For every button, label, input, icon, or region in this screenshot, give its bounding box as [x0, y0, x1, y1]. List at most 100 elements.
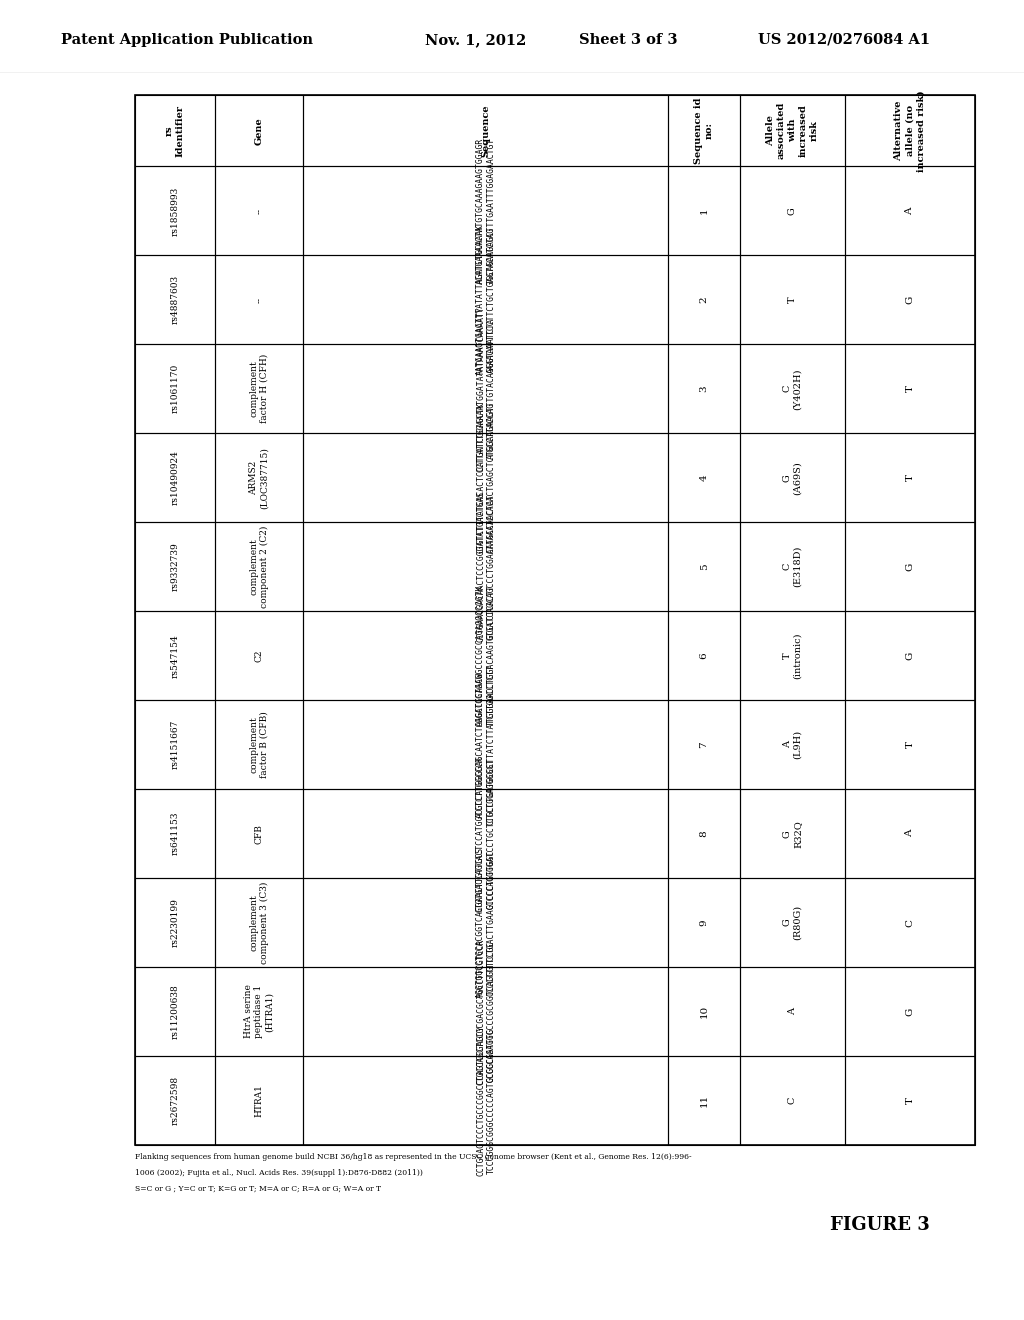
Bar: [845, 789, 975, 878]
Text: CFB: CFB: [254, 824, 263, 843]
Bar: [669, 968, 739, 1056]
Bar: [845, 255, 975, 345]
Text: T: T: [905, 1097, 914, 1104]
Text: rs4151667: rs4151667: [170, 719, 179, 770]
Bar: [215, 255, 303, 345]
Bar: [845, 345, 975, 433]
Bar: [215, 345, 303, 433]
Bar: [135, 1056, 215, 1144]
Text: Nov. 1, 2012: Nov. 1, 2012: [425, 33, 526, 48]
Text: complement
factor B (CFB): complement factor B (CFB): [249, 711, 268, 777]
Text: ARMS2
(LOC387715): ARMS2 (LOC387715): [249, 447, 268, 508]
Text: C
(E318D): C (E318D): [782, 546, 802, 587]
Text: G
(R80G): G (R80G): [782, 906, 802, 940]
Text: CTGTCTTTATCACACTCCATGATCCCAGCTK
CTAAAATCCACACTGAGCTCTGCCTTACCAG: CTGTCTTTATCACACTCCATGATCCCAGCTK CTAAAATC…: [476, 403, 496, 553]
Text: ACATGAAAACTATGTGCAAAGAAGTGGAGR
TGCAGAAGAGCTTTGAATTTGGAGAACTGT: ACATGAAAACTATGTGCAAAGAAGTGGAGR TGCAGAAGA…: [476, 137, 496, 284]
Bar: [669, 433, 739, 523]
Bar: [845, 95, 975, 166]
Text: rs2230199: rs2230199: [170, 898, 179, 946]
Text: Patent Application Publication: Patent Application Publication: [61, 33, 313, 48]
Bar: [669, 95, 739, 166]
Text: Gene: Gene: [254, 117, 263, 145]
Text: US 2012/0276084 A1: US 2012/0276084 A1: [758, 33, 930, 48]
Text: G
R32Q: G R32Q: [782, 820, 802, 847]
Text: 1: 1: [699, 207, 709, 214]
Text: G: G: [787, 207, 797, 215]
Text: rs1061170: rs1061170: [170, 364, 179, 413]
Bar: [135, 611, 215, 700]
Text: C
(Y402H): C (Y402H): [782, 368, 802, 409]
Text: AATCAAGTGACTTTATATTAGATCTGCAAAK
AAAACATTTCCTTCTGCTGAGTACATCTAG: AATCAAGTGACTTTATATTAGATCTGCAAAK AAAACATT…: [476, 224, 496, 375]
Text: S=C or G ; Y=C or T; K=G or T; M=A or C; R=A or G; W=A or T: S=C or G ; Y=C or T; K=G or T; M=A or C;…: [135, 1185, 381, 1193]
Text: rs11200638: rs11200638: [170, 985, 179, 1039]
Bar: [669, 255, 739, 345]
Bar: [215, 700, 303, 789]
Text: --: --: [254, 297, 263, 302]
Bar: [135, 95, 215, 166]
Text: Flanking sequences from human genome build NCBI 36/hg18 as represented in the UC: Flanking sequences from human genome bui…: [135, 1152, 691, 1162]
Bar: [215, 166, 303, 255]
Text: rs4887603: rs4887603: [170, 276, 179, 325]
Bar: [215, 878, 303, 968]
Text: T: T: [905, 474, 914, 482]
Bar: [215, 1056, 303, 1144]
Bar: [739, 166, 845, 255]
Text: 3: 3: [699, 385, 709, 392]
Text: rs2672598: rs2672598: [170, 1076, 179, 1125]
Text: rs547154: rs547154: [170, 634, 179, 677]
Text: AGGATGGTGAGGCCCGCCAGAGGCCCGTK
TTGGGAACCTGGACAAGTGCCCCTCACTT: AGGATGGTGAGGCCCGCCAGAGGCCCGTK TTGGGAACCT…: [476, 585, 496, 726]
Bar: [739, 789, 845, 878]
Bar: [303, 700, 669, 789]
Text: 8: 8: [699, 830, 709, 837]
Bar: [303, 95, 669, 166]
Text: HtrA serine
peptidase 1
(HTRA1): HtrA serine peptidase 1 (HTRA1): [244, 985, 273, 1039]
Text: complement
component 3 (C3): complement component 3 (C3): [249, 882, 268, 964]
Text: T: T: [905, 385, 914, 392]
Bar: [303, 166, 669, 255]
Text: G: G: [905, 296, 914, 304]
Text: G: G: [905, 562, 914, 572]
Bar: [669, 700, 739, 789]
Text: Allele
associated
with
increased
risk: Allele associated with increased risk: [766, 102, 819, 160]
Bar: [135, 433, 215, 523]
Text: T: T: [905, 741, 914, 748]
Text: CCTGCAGTCCCTGCCCGGCCCAGTCCGAGCY
TCCCGGGCGGGCCCCCAGTCCGGCGATTTG: CCTGCAGTCCCTGCCCGGCCCAGTCCGAGCY TCCCGGGC…: [476, 1024, 496, 1176]
Bar: [739, 255, 845, 345]
Bar: [669, 166, 739, 255]
Bar: [669, 789, 739, 878]
Bar: [739, 1056, 845, 1144]
Text: rs10490924: rs10490924: [170, 450, 179, 506]
Bar: [215, 95, 303, 166]
Text: GTGTGACCAGCACTCCATGGTCTCTTGGCCCR
GCCCCAGGGGATCCTGCTCTCTGGAGGGGGT: GTGTGACCAGCACTCCATGGTCTCTTGGCCCR GCCCCAG…: [476, 755, 496, 912]
Bar: [739, 878, 845, 968]
Text: FIGURE 3: FIGURE 3: [830, 1216, 930, 1234]
Bar: [303, 345, 669, 433]
Text: complement
factor H (CFH): complement factor H (CFH): [249, 354, 268, 424]
Bar: [669, 523, 739, 611]
Text: 10: 10: [699, 1005, 709, 1018]
Text: rs641153: rs641153: [170, 812, 179, 855]
Bar: [135, 523, 215, 611]
Text: T: T: [787, 297, 797, 304]
Bar: [845, 878, 975, 968]
Bar: [135, 789, 215, 878]
Text: Sequence id
no:: Sequence id no:: [694, 98, 714, 164]
Text: G: G: [905, 652, 914, 660]
Bar: [303, 968, 669, 1056]
Bar: [303, 611, 669, 700]
Bar: [845, 1056, 975, 1144]
Bar: [845, 433, 975, 523]
Text: CCTTATTTGGAAAATGGATATATAAATCAAAATY
ATGGAAGAAGTTTGTACAGGGTAAATCTA: CCTTATTTGGAAAATGGATATATAAATCAAAATY ATGGA…: [476, 306, 496, 471]
Bar: [739, 611, 845, 700]
Bar: [845, 968, 975, 1056]
Bar: [135, 968, 215, 1056]
Bar: [303, 433, 669, 523]
Bar: [303, 255, 669, 345]
Bar: [135, 95, 975, 1144]
Text: Sheet 3 of 3: Sheet 3 of 3: [579, 33, 677, 48]
Bar: [739, 95, 845, 166]
Bar: [135, 166, 215, 255]
Bar: [739, 700, 845, 789]
Bar: [135, 700, 215, 789]
Bar: [303, 789, 669, 878]
